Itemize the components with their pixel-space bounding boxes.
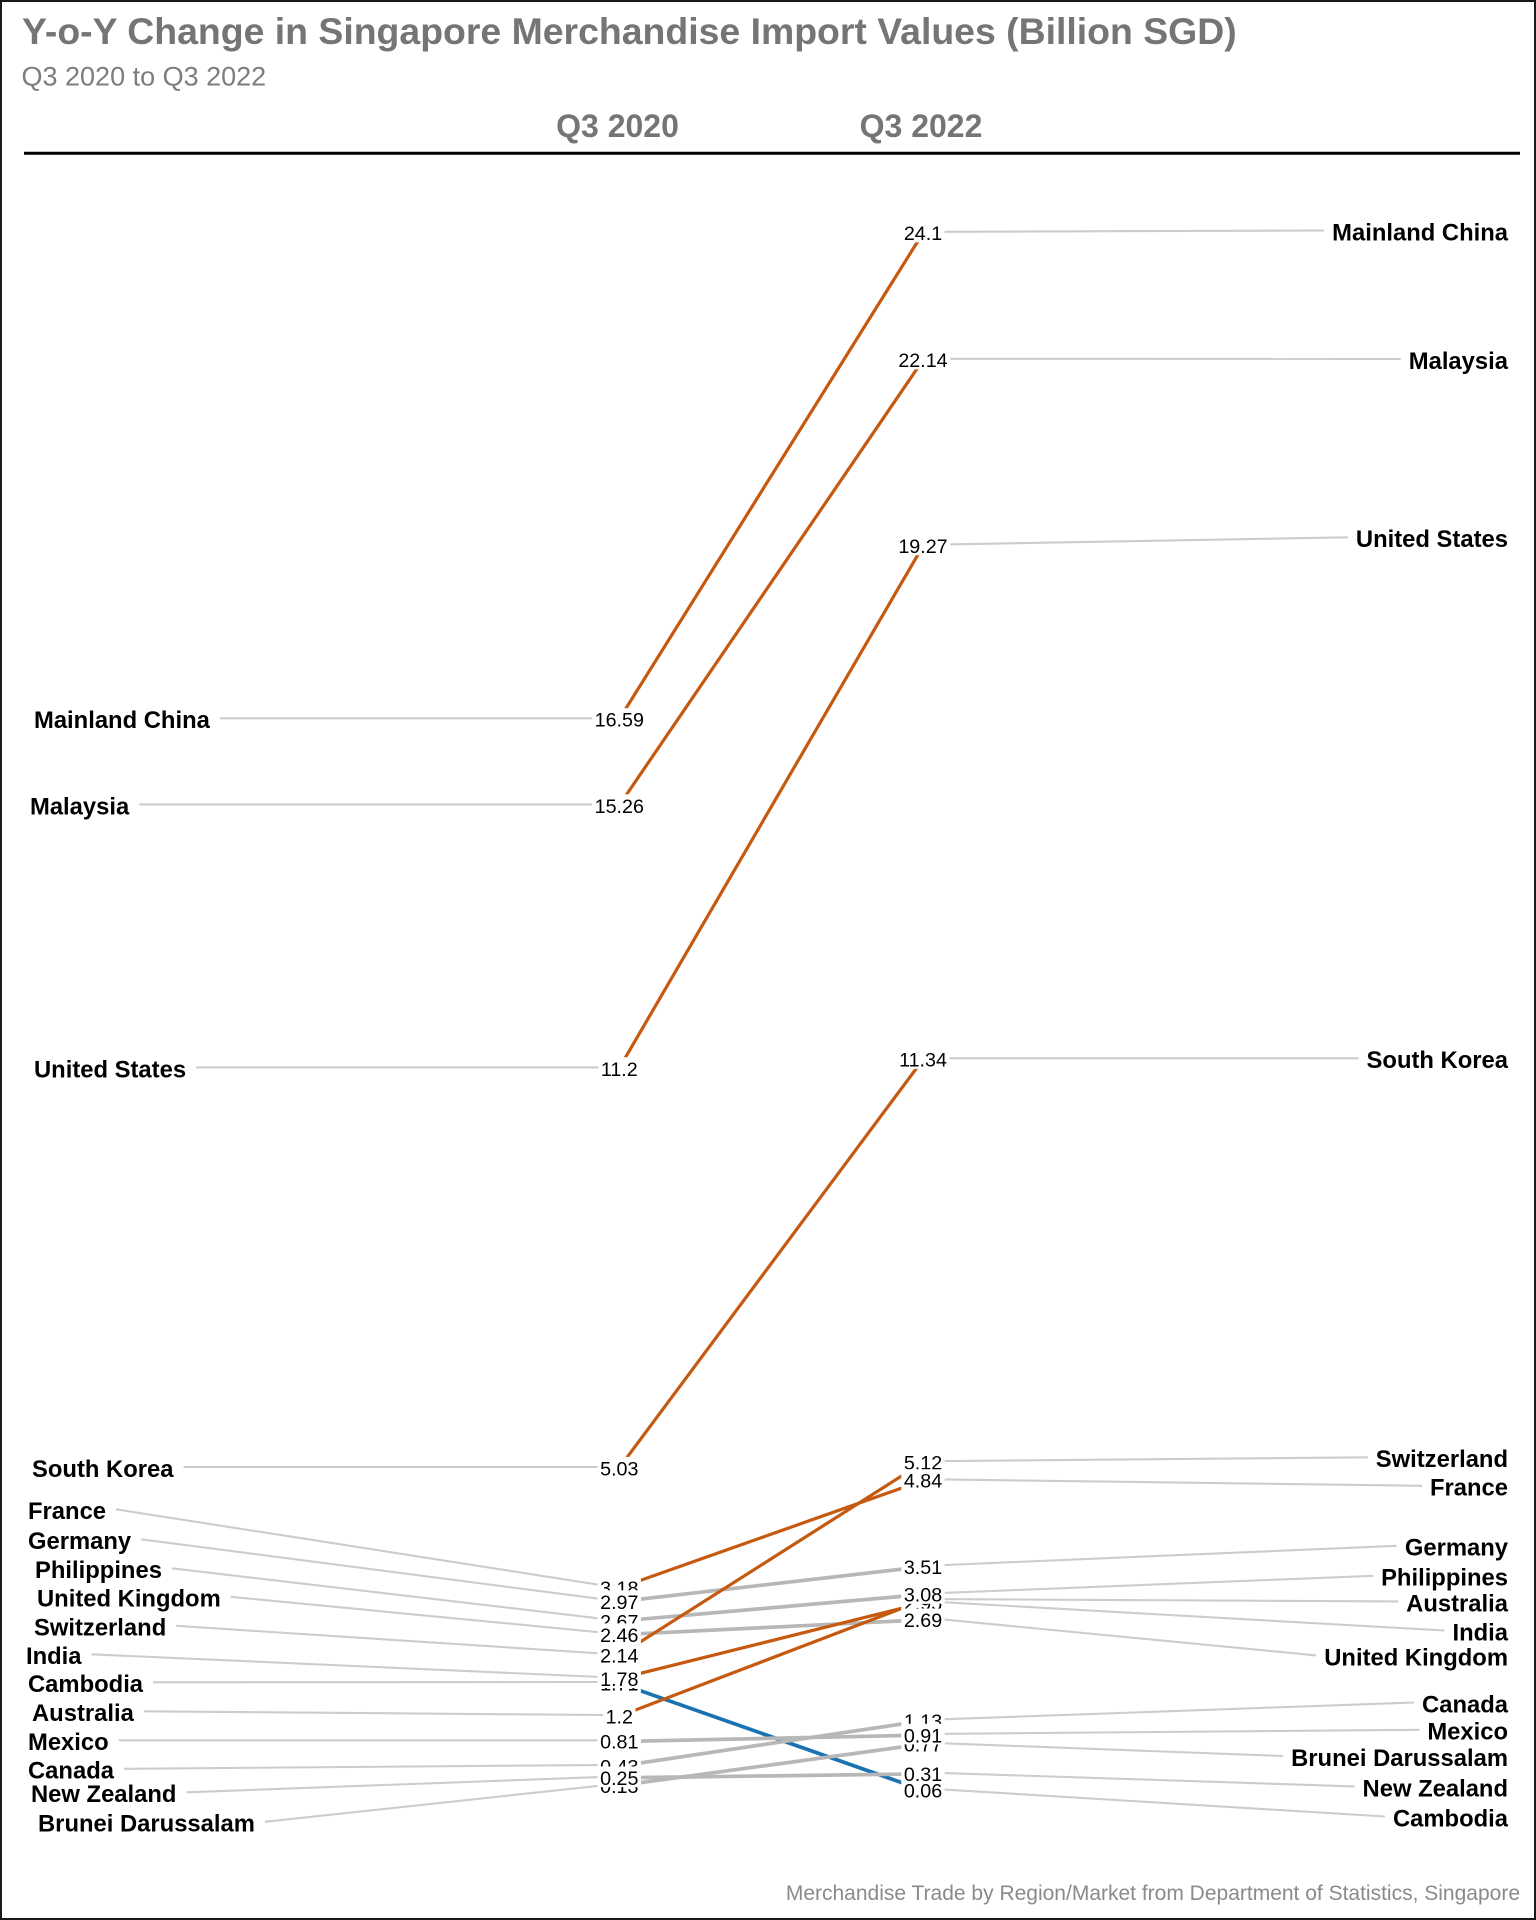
svg-text:Cambodia: Cambodia <box>28 1671 144 1698</box>
svg-text:0.06: 0.06 <box>904 1780 942 1802</box>
svg-text:South Korea: South Korea <box>32 1456 174 1483</box>
svg-text:Cambodia: Cambodia <box>1393 1805 1509 1832</box>
svg-text:2.97: 2.97 <box>600 1592 638 1614</box>
svg-text:France: France <box>28 1498 106 1525</box>
svg-text:India: India <box>26 1643 82 1670</box>
svg-text:United States: United States <box>34 1056 186 1083</box>
svg-text:5.12: 5.12 <box>904 1453 942 1475</box>
svg-text:Canada: Canada <box>1422 1691 1509 1718</box>
svg-text:Philippines: Philippines <box>1381 1565 1508 1592</box>
svg-text:Q3 2022: Q3 2022 <box>860 108 983 144</box>
svg-text:19.27: 19.27 <box>898 536 947 558</box>
svg-text:Q3 2020 to Q3 2022: Q3 2020 to Q3 2022 <box>22 62 267 92</box>
svg-text:United States: United States <box>1356 526 1508 553</box>
svg-text:3.08: 3.08 <box>904 1585 942 1607</box>
svg-text:New Zealand: New Zealand <box>1363 1775 1508 1802</box>
svg-text:0.91: 0.91 <box>904 1725 942 1747</box>
svg-text:Australia: Australia <box>1406 1590 1509 1617</box>
svg-text:Brunei Darussalam: Brunei Darussalam <box>38 1811 255 1838</box>
svg-text:Q3 2020: Q3 2020 <box>556 108 679 144</box>
svg-text:Malaysia: Malaysia <box>1409 348 1509 375</box>
svg-text:Mainland China: Mainland China <box>34 707 211 734</box>
svg-text:Mexico: Mexico <box>1427 1719 1508 1746</box>
svg-text:2.69: 2.69 <box>904 1610 942 1632</box>
svg-text:11.34: 11.34 <box>899 1050 947 1072</box>
svg-text:5.03: 5.03 <box>600 1458 638 1480</box>
svg-text:Switzerland: Switzerland <box>1376 1446 1508 1473</box>
svg-text:Brunei Darussalam: Brunei Darussalam <box>1291 1745 1508 1772</box>
svg-text:United Kingdom: United Kingdom <box>37 1586 221 1613</box>
svg-text:2.14: 2.14 <box>600 1646 638 1668</box>
svg-text:4.84: 4.84 <box>904 1471 942 1493</box>
svg-text:0.31: 0.31 <box>904 1764 942 1786</box>
svg-text:Malaysia: Malaysia <box>30 793 130 820</box>
svg-text:Germany: Germany <box>1405 1535 1509 1562</box>
svg-text:India: India <box>1452 1619 1508 1646</box>
svg-text:Philippines: Philippines <box>35 1557 162 1584</box>
svg-text:United Kingdom: United Kingdom <box>1324 1644 1508 1671</box>
svg-text:15.26: 15.26 <box>595 796 644 818</box>
svg-text:Mainland China: Mainland China <box>1332 219 1509 246</box>
svg-text:11.2: 11.2 <box>601 1059 638 1081</box>
svg-text:1.2: 1.2 <box>606 1707 633 1729</box>
svg-text:0.81: 0.81 <box>600 1732 638 1754</box>
svg-text:Y-o-Y Change in Singapore Merc: Y-o-Y Change in Singapore Merchandise Im… <box>22 10 1237 52</box>
svg-text:3.51: 3.51 <box>904 1557 942 1579</box>
svg-text:Switzerland: Switzerland <box>34 1615 166 1642</box>
svg-text:0.25: 0.25 <box>600 1768 638 1790</box>
svg-text:22.14: 22.14 <box>898 350 947 372</box>
svg-text:Germany: Germany <box>28 1528 132 1555</box>
svg-text:Mexico: Mexico <box>28 1729 109 1756</box>
svg-text:16.59: 16.59 <box>595 710 644 732</box>
svg-text:2.46: 2.46 <box>600 1625 638 1647</box>
svg-text:Australia: Australia <box>32 1700 135 1727</box>
svg-text:24.1: 24.1 <box>904 223 942 245</box>
svg-text:Merchandise Trade by Region/Ma: Merchandise Trade by Region/Market from … <box>786 1882 1520 1905</box>
svg-text:1.78: 1.78 <box>600 1669 638 1691</box>
svg-text:France: France <box>1430 1475 1508 1502</box>
svg-text:New Zealand: New Zealand <box>31 1781 176 1808</box>
svg-text:South Korea: South Korea <box>1367 1047 1509 1074</box>
svg-text:Canada: Canada <box>28 1758 115 1785</box>
